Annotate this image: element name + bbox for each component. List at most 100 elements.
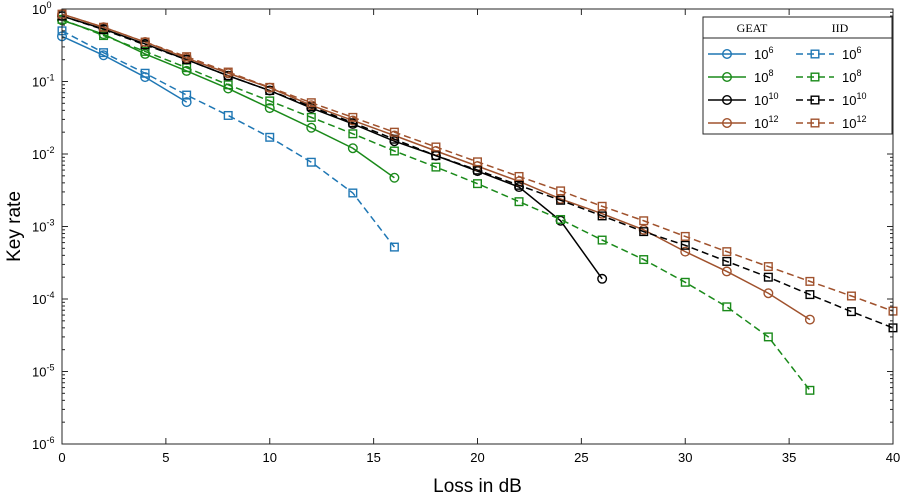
legend-box xyxy=(702,16,893,135)
data-point-marker xyxy=(597,273,608,284)
data-point-marker xyxy=(223,110,233,120)
data-point-marker xyxy=(348,118,358,128)
series-line xyxy=(61,15,894,329)
y-axis-title: Key rate xyxy=(4,191,25,262)
legend-iid-label: 1012 xyxy=(842,114,866,131)
data-point-marker xyxy=(389,242,399,252)
data-point-marker xyxy=(639,255,649,265)
legend-label-exponent: 12 xyxy=(856,114,866,124)
legend-iid-label: 1010 xyxy=(842,91,866,108)
data-point-marker xyxy=(763,332,773,342)
legend-label-base: 10 xyxy=(754,70,768,85)
legend-label-exponent: 6 xyxy=(768,45,773,55)
y-tick-exponent: -2 xyxy=(46,145,54,155)
legend-geat-label: 1010 xyxy=(754,91,778,108)
x-tick-label: 15 xyxy=(366,450,380,465)
x-tick-label: 0 xyxy=(58,450,65,465)
legend-iid-marker xyxy=(810,118,820,128)
data-point-marker xyxy=(763,272,773,282)
legend-label-base: 10 xyxy=(842,116,856,131)
series-line xyxy=(61,13,894,312)
legend-label-exponent: 8 xyxy=(768,68,773,78)
y-tick-label: 10-6 xyxy=(32,435,54,452)
data-point-marker xyxy=(722,247,732,257)
legend-geat-label: 1012 xyxy=(754,114,778,131)
legend-geat-marker xyxy=(722,71,733,82)
data-point-marker xyxy=(639,216,649,226)
data-point-marker xyxy=(99,31,109,41)
data-point-marker xyxy=(348,129,358,139)
data-point-marker xyxy=(680,231,690,241)
series-iid-5 xyxy=(57,14,815,395)
data-point-marker xyxy=(264,103,275,114)
legend-label-base: 10 xyxy=(842,47,856,62)
y-tick-base: 10 xyxy=(32,147,46,162)
legend-label-base: 10 xyxy=(842,93,856,108)
data-point-marker xyxy=(140,68,150,78)
data-point-marker xyxy=(556,214,566,224)
legend-label-base: 10 xyxy=(754,47,768,62)
y-tick-base: 10 xyxy=(32,292,46,307)
legend-label-base: 10 xyxy=(842,70,856,85)
y-tick-base: 10 xyxy=(32,220,46,235)
data-point-marker xyxy=(306,157,316,167)
legend-geat-label: 108 xyxy=(754,68,773,85)
series-line xyxy=(61,15,603,280)
y-tick-label: 10-5 xyxy=(32,363,54,380)
x-tick-label: 20 xyxy=(470,450,484,465)
x-tick-label: 35 xyxy=(782,450,796,465)
data-point-marker xyxy=(722,256,732,266)
data-point-marker xyxy=(389,127,399,137)
x-axis-title: Loss in dB xyxy=(433,476,522,496)
y-tick-label: 100 xyxy=(32,0,51,17)
data-point-marker xyxy=(140,37,150,47)
series-line xyxy=(61,18,811,391)
legend-header-geat: GEAT xyxy=(737,21,768,35)
legend-label-base: 10 xyxy=(754,93,768,108)
data-point-marker xyxy=(431,162,441,172)
legend-geat-marker xyxy=(722,94,733,105)
legend-label-exponent: 8 xyxy=(856,68,861,78)
data-point-marker xyxy=(473,157,483,167)
data-point-marker xyxy=(597,235,607,245)
series-layer xyxy=(57,9,898,395)
y-tick-base: 10 xyxy=(32,437,46,452)
y-tick-exponent: -6 xyxy=(46,435,54,445)
legend-geat-label: 106 xyxy=(754,45,773,62)
y-tick-exponent: -1 xyxy=(46,73,54,83)
data-point-marker xyxy=(348,188,358,198)
data-point-marker xyxy=(805,276,815,286)
y-tick-label: 10-3 xyxy=(32,218,54,235)
x-tick-label: 10 xyxy=(263,450,277,465)
data-point-marker xyxy=(721,266,732,277)
data-point-marker xyxy=(763,262,773,272)
legend-iid-label: 106 xyxy=(842,45,861,62)
y-tick-base: 10 xyxy=(32,2,46,17)
legend-label-exponent: 6 xyxy=(856,45,861,55)
legend-iid-label: 108 xyxy=(842,68,861,85)
data-point-marker xyxy=(265,132,275,142)
data-point-marker xyxy=(431,151,441,161)
data-point-marker xyxy=(389,146,399,156)
data-point-marker xyxy=(182,90,192,100)
data-point-marker xyxy=(680,277,690,287)
y-tick-exponent: -5 xyxy=(46,363,54,373)
data-point-marker xyxy=(597,201,607,211)
data-point-marker xyxy=(846,291,856,301)
data-point-marker xyxy=(722,302,732,312)
data-point-marker xyxy=(223,80,233,90)
data-point-marker xyxy=(639,227,649,237)
data-point-marker xyxy=(389,172,400,183)
data-point-marker xyxy=(99,22,109,32)
data-point-marker xyxy=(306,122,317,133)
legend-iid-marker xyxy=(810,72,820,82)
data-point-marker xyxy=(805,385,815,395)
x-tick-label: 25 xyxy=(574,450,588,465)
data-point-marker xyxy=(514,197,524,207)
data-point-marker xyxy=(181,97,192,108)
data-point-marker xyxy=(680,240,690,250)
data-point-marker xyxy=(140,46,150,56)
data-point-marker xyxy=(473,179,483,189)
y-tick-label: 10-1 xyxy=(32,73,54,90)
